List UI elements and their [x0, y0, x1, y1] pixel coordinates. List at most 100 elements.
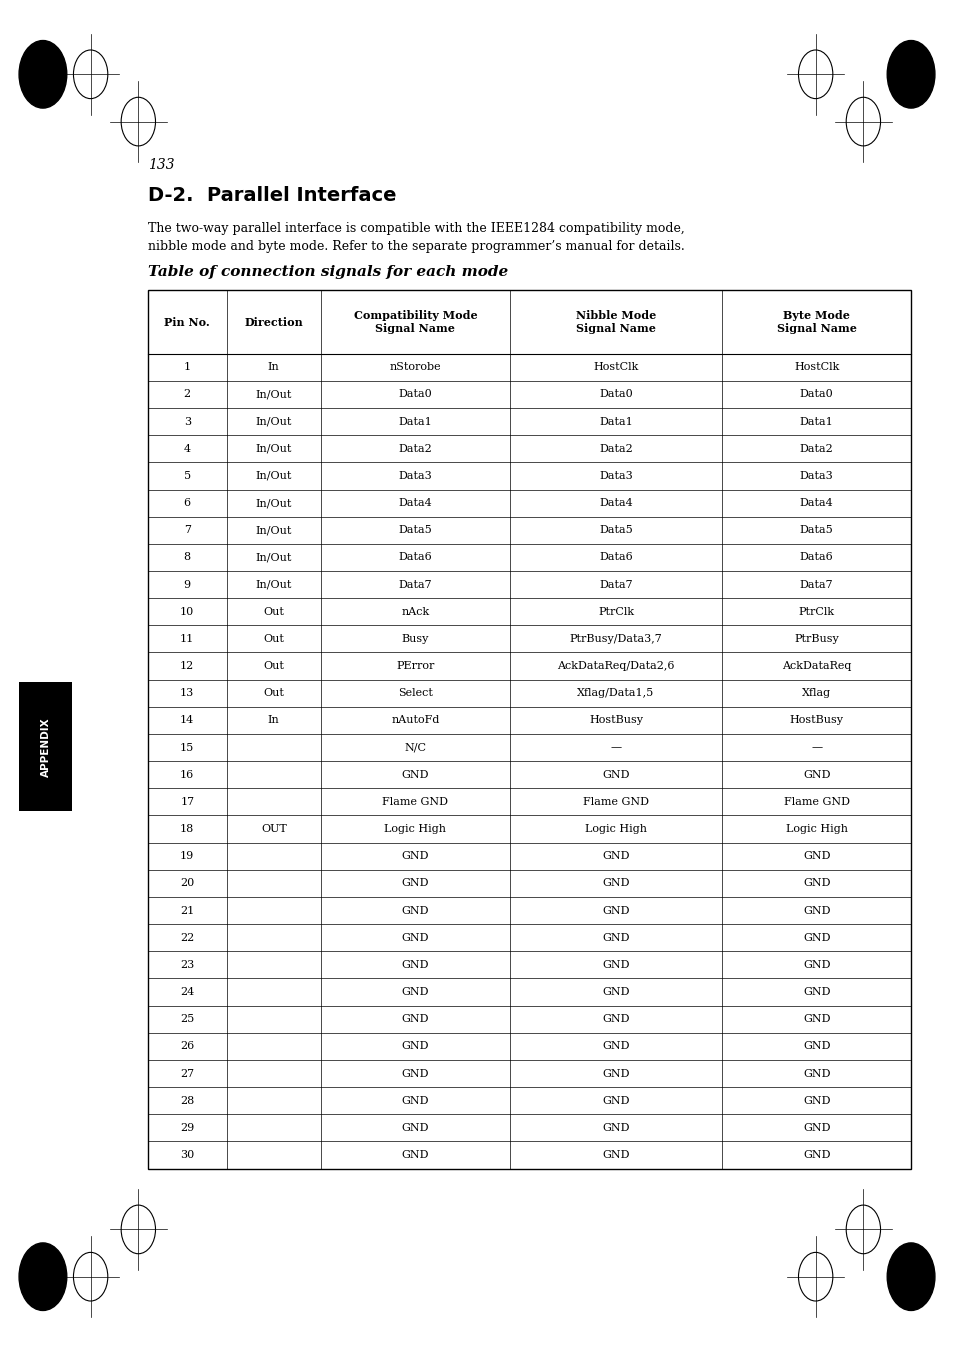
Text: 11: 11 [180, 634, 194, 644]
Text: Data6: Data6 [398, 553, 432, 562]
Text: GND: GND [401, 959, 429, 970]
Text: GND: GND [802, 878, 829, 889]
Text: GND: GND [802, 932, 829, 943]
Text: —: — [810, 743, 821, 753]
Text: PtrClk: PtrClk [798, 607, 834, 617]
Text: GND: GND [802, 988, 829, 997]
Text: Data6: Data6 [598, 553, 632, 562]
Text: GND: GND [601, 851, 629, 861]
Text: N/C: N/C [404, 743, 426, 753]
Text: GND: GND [601, 878, 629, 889]
Text: nAutoFd: nAutoFd [391, 716, 439, 725]
Text: Direction: Direction [244, 316, 303, 327]
Text: Table of connection signals for each mode: Table of connection signals for each mod… [148, 265, 508, 278]
Text: GND: GND [401, 1069, 429, 1078]
Text: 4: 4 [184, 443, 191, 454]
Text: Out: Out [263, 607, 284, 617]
Text: 20: 20 [180, 878, 194, 889]
Text: Data4: Data4 [799, 499, 833, 508]
Text: AckDataReq/Data2,6: AckDataReq/Data2,6 [557, 661, 674, 671]
Text: 9: 9 [184, 580, 191, 589]
Text: Xflag: Xflag [801, 688, 830, 698]
Text: 22: 22 [180, 932, 194, 943]
Text: Flame GND: Flame GND [782, 797, 849, 807]
Circle shape [886, 1243, 934, 1310]
Text: HostClk: HostClk [593, 362, 639, 373]
Text: 19: 19 [180, 851, 194, 861]
Text: In/Out: In/Out [255, 526, 292, 535]
Text: 24: 24 [180, 988, 194, 997]
Text: Data1: Data1 [398, 416, 432, 427]
Text: GND: GND [802, 1123, 829, 1133]
Text: GND: GND [601, 932, 629, 943]
Text: GND: GND [802, 1015, 829, 1024]
Text: PtrBusy/Data3,7: PtrBusy/Data3,7 [569, 634, 661, 644]
Text: 16: 16 [180, 770, 194, 780]
Text: 26: 26 [180, 1042, 194, 1051]
Text: 27: 27 [180, 1069, 194, 1078]
Text: PtrBusy: PtrBusy [794, 634, 838, 644]
Text: HostBusy: HostBusy [789, 716, 842, 725]
Text: GND: GND [401, 988, 429, 997]
Text: 21: 21 [180, 905, 194, 916]
Text: Data5: Data5 [799, 526, 833, 535]
Text: GND: GND [802, 1096, 829, 1105]
Text: HostClk: HostClk [793, 362, 839, 373]
Text: GND: GND [802, 851, 829, 861]
Text: Logic High: Logic High [785, 824, 847, 834]
Text: Data1: Data1 [799, 416, 833, 427]
Text: In/Out: In/Out [255, 443, 292, 454]
Text: GND: GND [401, 878, 429, 889]
Text: GND: GND [401, 1096, 429, 1105]
Text: Data0: Data0 [398, 389, 432, 400]
Text: Data1: Data1 [598, 416, 632, 427]
Text: Select: Select [397, 688, 433, 698]
Bar [148, 290, 910, 1169]
Text: GND: GND [601, 988, 629, 997]
Text: Data6: Data6 [799, 553, 833, 562]
Text: GND: GND [401, 905, 429, 916]
Text: Logic High: Logic High [384, 824, 446, 834]
Text: Data2: Data2 [598, 443, 632, 454]
Text: 23: 23 [180, 959, 194, 970]
Text: 14: 14 [180, 716, 194, 725]
Text: Data7: Data7 [598, 580, 632, 589]
Text: Flame GND: Flame GND [382, 797, 448, 807]
Text: Xflag/Data1,5: Xflag/Data1,5 [577, 688, 654, 698]
Circle shape [886, 41, 934, 108]
Text: 13: 13 [180, 688, 194, 698]
Text: 15: 15 [180, 743, 194, 753]
Text: GND: GND [601, 1069, 629, 1078]
Text: 7: 7 [184, 526, 191, 535]
Text: OUT: OUT [260, 824, 286, 834]
Text: AckDataReq: AckDataReq [781, 661, 850, 671]
Text: In/Out: In/Out [255, 416, 292, 427]
Text: PtrClk: PtrClk [598, 607, 634, 617]
Text: Logic High: Logic High [584, 824, 646, 834]
Text: GND: GND [401, 1042, 429, 1051]
Text: GND: GND [401, 1123, 429, 1133]
Text: Data3: Data3 [799, 471, 833, 481]
Text: In/Out: In/Out [255, 499, 292, 508]
Text: In: In [268, 716, 279, 725]
Text: HostBusy: HostBusy [588, 716, 642, 725]
Text: GND: GND [601, 1042, 629, 1051]
Text: GND: GND [802, 959, 829, 970]
Text: GND: GND [601, 1096, 629, 1105]
Text: Data3: Data3 [398, 471, 432, 481]
Text: GND: GND [401, 770, 429, 780]
Text: Data3: Data3 [598, 471, 632, 481]
Text: GND: GND [401, 932, 429, 943]
Text: 30: 30 [180, 1150, 194, 1161]
Text: 12: 12 [180, 661, 194, 671]
Text: 133: 133 [148, 158, 174, 172]
Text: Out: Out [263, 688, 284, 698]
Text: In/Out: In/Out [255, 553, 292, 562]
Text: 1: 1 [184, 362, 191, 373]
Text: Data5: Data5 [598, 526, 632, 535]
Circle shape [19, 41, 67, 108]
Text: GND: GND [802, 1150, 829, 1161]
Text: Out: Out [263, 634, 284, 644]
Text: Data0: Data0 [598, 389, 632, 400]
Text: nStorobe: nStorobe [389, 362, 440, 373]
